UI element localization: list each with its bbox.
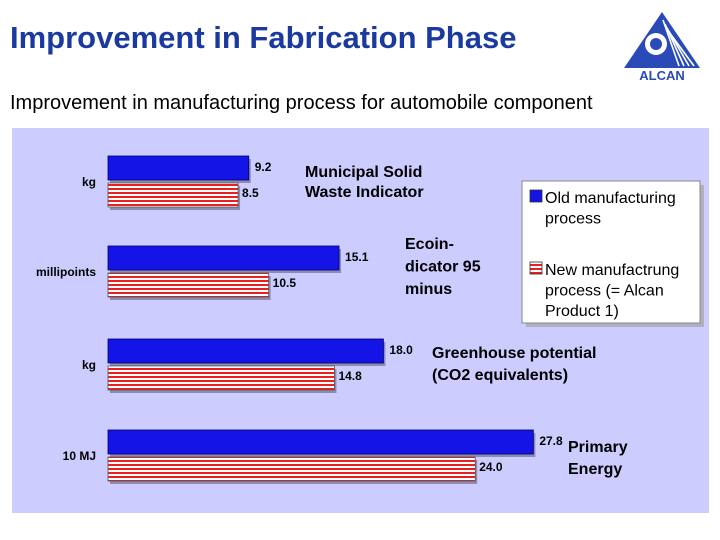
bar-old (107, 429, 534, 455)
bar-new (107, 272, 270, 298)
category-label-line: (CO2 equivalents) (432, 367, 568, 384)
bar-old (107, 155, 250, 181)
data-label-new: 8.5 (242, 186, 259, 200)
bar-new (107, 182, 239, 208)
category-label-line: Greenhouse potential (432, 345, 596, 362)
data-label-old: 18.0 (389, 343, 413, 357)
alcan-logo: ALCAN (624, 12, 700, 82)
slide-title: Improvement in Fabrication Phase (10, 20, 517, 55)
slide-subtitle: Improvement in manufacturing process for… (10, 92, 593, 114)
category-label-line: Waste Indicator (305, 184, 424, 201)
bar-new (107, 365, 335, 391)
logo-stripe (668, 31, 695, 67)
legend-box (521, 180, 701, 324)
category-label-line: dicator 95 (405, 259, 481, 276)
category-label-line: Energy (568, 461, 622, 478)
category-label-line: Primary (568, 439, 628, 456)
legend: Old manufacturing process New manufactrung… (521, 180, 704, 327)
data-label-old: 15.1 (345, 250, 369, 264)
category-label-line: minus (405, 281, 452, 298)
bar-new (107, 456, 476, 482)
category-label-line: Municipal Solid (305, 164, 422, 181)
bar-old (107, 245, 340, 271)
logo-wordmark: ALCAN (639, 68, 685, 82)
unit-label: 10 MJ (63, 449, 96, 463)
data-label-new: 10.5 (273, 276, 297, 290)
data-label-new: 14.8 (338, 369, 362, 383)
logo-stripes (662, 19, 695, 67)
data-label-old: 9.2 (255, 160, 272, 174)
unit-label: millipoints (36, 265, 96, 279)
legend-swatch-old (529, 189, 543, 203)
logo-stripe (662, 19, 680, 67)
legend-label-line: Old manufacturing (545, 190, 676, 207)
unit-label: kg (82, 175, 96, 189)
legend-swatch-new (529, 261, 543, 275)
logo-circle-inner (650, 38, 662, 50)
unit-label: kg (82, 358, 96, 372)
data-label-old: 27.8 (539, 434, 563, 448)
legend-label-line: process (= Alcan (545, 283, 664, 300)
legend-label-line: New manufactrung (545, 262, 679, 279)
legend-label-line: process (545, 211, 601, 228)
legend-label-line: Product 1) (545, 303, 619, 320)
category-label-line: Ecoin- (405, 236, 454, 253)
data-label-new: 24.0 (479, 460, 503, 474)
alcan-logo-mark (624, 12, 700, 68)
bars-layer: 9.2 8.5 kg Municipal Solid Waste Indicator 15… (36, 155, 628, 484)
bar-old (107, 338, 384, 364)
